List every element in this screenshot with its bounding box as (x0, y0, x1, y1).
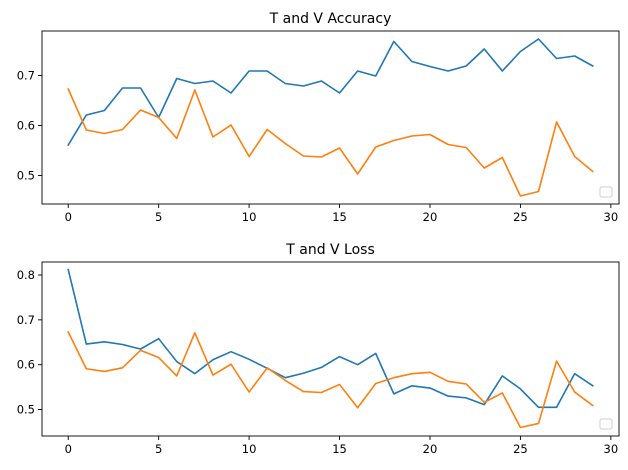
accuracy-plot-frame (41, 30, 620, 205)
accuracy-series-2-line (67, 87, 594, 197)
loss-y-tick-label: 0.6 (17, 358, 35, 372)
accuracy-x-tick-label: 30 (604, 210, 619, 224)
loss-chart-title: T and V Loss (285, 242, 375, 258)
accuracy-x-tick-label: 0 (65, 210, 72, 224)
accuracy-x-tick-label: 15 (332, 210, 347, 224)
accuracy-series-1-line (67, 38, 594, 147)
loss-y-tick-label: 0.5 (17, 403, 35, 417)
loss-series-1-line (67, 268, 594, 409)
accuracy-panel: T and V Accuracy 0 5 10 15 20 25 30 0.5 0.6 0.7 (17, 11, 620, 224)
accuracy-y-tick-label: 0.5 (17, 169, 35, 183)
accuracy-x-tick-label: 25 (513, 210, 528, 224)
accuracy-x-tick-label: 20 (423, 210, 438, 224)
loss-x-tick-label: 0 (65, 442, 72, 456)
loss-y-tick-label: 0.7 (17, 313, 35, 327)
loss-x-tick-label: 30 (604, 442, 619, 456)
loss-y-tick-label: 0.8 (17, 268, 35, 282)
loss-x-tick-label: 5 (155, 442, 162, 456)
loss-panel: T and V Loss 0 5 10 15 20 25 30 0.5 0.6 0.7 0.8 (17, 242, 620, 456)
accuracy-chart-title: T and V Accuracy (269, 11, 392, 27)
loss-x-tick-label: 10 (242, 442, 257, 456)
loss-legend-box (599, 418, 613, 430)
loss-x-tick-label: 25 (513, 442, 528, 456)
accuracy-y-tick-label: 0.7 (17, 69, 35, 83)
accuracy-x-tick-label: 5 (155, 210, 162, 224)
accuracy-y-tick-label: 0.6 (17, 119, 35, 133)
accuracy-x-tick-label: 10 (242, 210, 257, 224)
loss-x-tick-label: 15 (332, 442, 347, 456)
loss-series-2-line (67, 330, 594, 429)
loss-plot-frame (41, 261, 620, 437)
accuracy-legend-box (599, 186, 613, 198)
loss-x-tick-label: 20 (423, 442, 438, 456)
